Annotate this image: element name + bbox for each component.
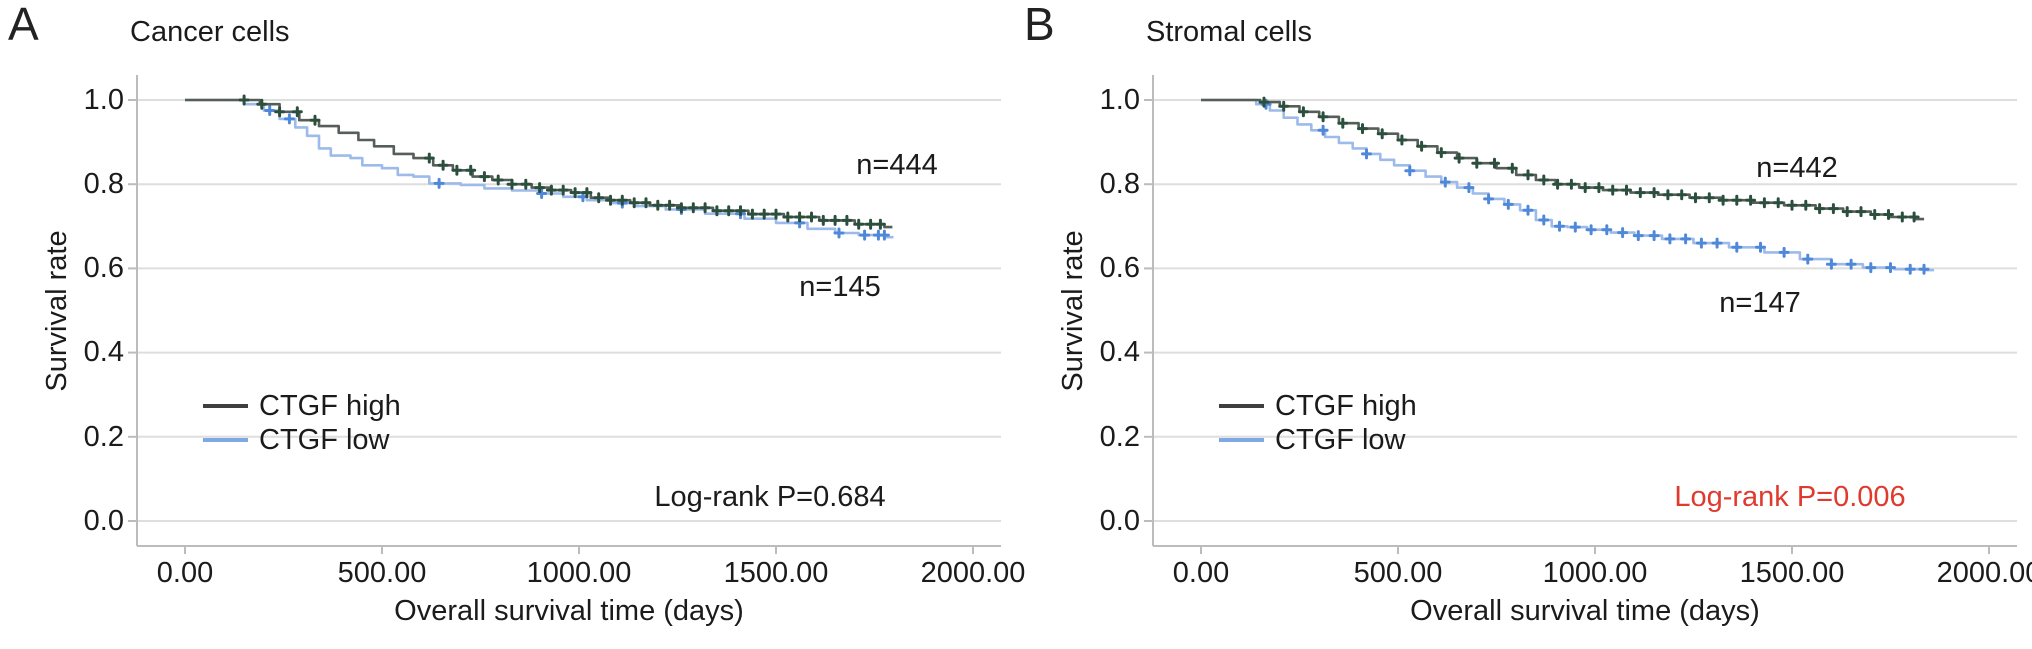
x-tick-label: 0.00 [1172, 557, 1230, 589]
y-tick-label: 1.0 [83, 84, 124, 116]
x-tick-label: 2000.00 [920, 557, 1026, 589]
y-tick-label: 0.6 [1099, 252, 1140, 284]
y-tick-label: 0.4 [1099, 336, 1140, 368]
y-tick-label: 0.0 [1099, 505, 1140, 537]
logrank-pvalue: Log-rank P=0.684 [654, 481, 886, 513]
logrank-pvalue: Log-rank P=0.006 [1674, 481, 1906, 513]
legend-item-ctgf-low: CTGF low [1219, 423, 1417, 457]
x-tick-label: 1500.00 [723, 557, 829, 589]
y-tick-label: 0.6 [83, 252, 124, 284]
ctgf-low-line-swatch [1219, 438, 1264, 442]
legend: CTGF high CTGF low [203, 389, 401, 457]
x-axis-label: Overall survival time (days) [394, 595, 744, 627]
panel-letter: B [1024, 0, 1055, 50]
y-tick-label: 0.2 [1099, 421, 1140, 453]
panel-title: Stromal cells [1146, 16, 1312, 48]
panel-cancer-cells: A Cancer cells Survival rate Overall sur… [8, 0, 1025, 627]
km-plot-svg [1144, 75, 2017, 554]
n-count-ctgf-low: n=147 [1719, 287, 1801, 319]
y-axis-label: Survival rate [41, 230, 73, 392]
legend-item-ctgf-high: CTGF high [203, 389, 401, 423]
x-tick-label: 2000.00 [1936, 557, 2032, 589]
panel-title: Cancer cells [130, 16, 290, 48]
ctgf-high-line-swatch [1219, 404, 1264, 408]
x-tick-label: 1000.00 [526, 557, 632, 589]
legend-label: CTGF low [259, 424, 390, 456]
panel-stromal-cells: B Stromal cells Survival rate Overall su… [1016, 0, 2032, 649]
y-tick-label: 0.2 [83, 421, 124, 453]
legend-label: CTGF high [259, 390, 401, 422]
x-tick-label: 500.00 [1353, 557, 1443, 589]
x-axis-label: Overall survival time (days) [1410, 595, 1760, 627]
x-tick-label: 0.00 [156, 557, 214, 589]
ctgf-high-line-swatch [203, 404, 248, 408]
n-count-ctgf-low: n=145 [799, 271, 881, 303]
legend-item-ctgf-high: CTGF high [1219, 389, 1417, 423]
legend-label: CTGF high [1275, 390, 1417, 422]
legend: CTGF high CTGF low [1219, 389, 1417, 457]
legend-item-ctgf-low: CTGF low [203, 423, 401, 457]
y-tick-label: 1.0 [1099, 84, 1140, 116]
y-tick-label: 0.0 [83, 505, 124, 537]
x-tick-label: 1500.00 [1739, 557, 1845, 589]
panel-letter: A [8, 0, 39, 50]
legend-label: CTGF low [1275, 424, 1406, 456]
y-tick-label: 0.8 [1099, 168, 1140, 200]
n-count-ctgf-high: n=442 [1756, 152, 1838, 184]
km-plot-svg [128, 75, 1001, 554]
y-axis-label: Survival rate [1057, 230, 1089, 392]
x-tick-label: 500.00 [337, 557, 427, 589]
ctgf-low-line-swatch [203, 438, 248, 442]
y-tick-label: 0.8 [83, 168, 124, 200]
n-count-ctgf-high: n=444 [856, 149, 938, 181]
x-tick-label: 1000.00 [1542, 557, 1648, 589]
y-tick-label: 0.4 [83, 336, 124, 368]
